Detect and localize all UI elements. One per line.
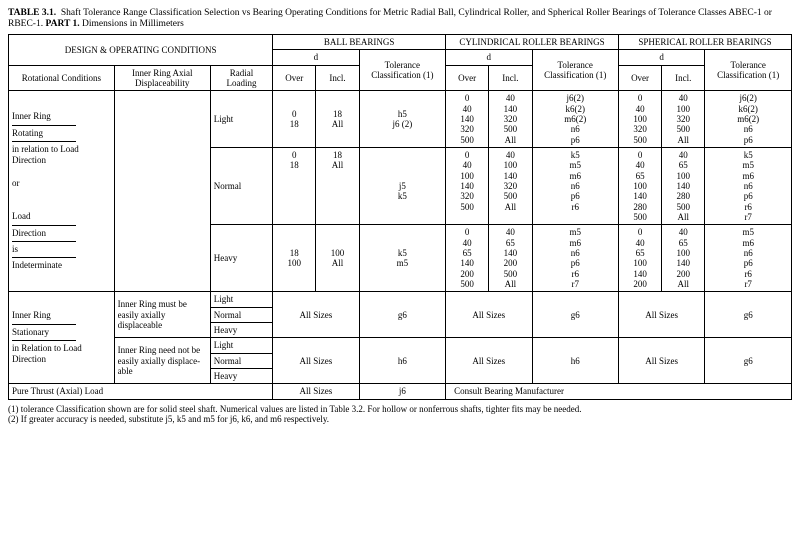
cell: j6(2)k6(2)m6(2)n6p6 — [532, 91, 618, 148]
tolerance-table: DESIGN & OPERATING CONDITIONS BALL BEARI… — [8, 34, 792, 400]
hdr-radial: Radial Loading — [210, 65, 272, 91]
pure-thrust: Pure Thrust (Axial) Load — [9, 384, 273, 399]
allsizes: All Sizes — [618, 292, 704, 338]
cell: 040140320500 — [446, 91, 489, 148]
load-normal: Normal — [210, 353, 272, 368]
tol-h6: h6 — [532, 338, 618, 384]
hdr-incl: Incl. — [662, 65, 705, 91]
tol-g6: g6 — [705, 292, 792, 338]
stationary-cond: Inner RingStationaryin Relation to Load … — [9, 292, 115, 384]
hdr-over: Over — [273, 65, 316, 91]
hdr-tol: Tolerance Classification (1) — [532, 50, 618, 91]
cell: 40100140320500All — [489, 147, 532, 224]
tol-g6: g6 — [532, 292, 618, 338]
load-light: Light — [210, 91, 272, 148]
cell: h5j6 (2) — [359, 91, 445, 148]
cell: j6(2)k6(2)m6(2)n6p6 — [705, 91, 792, 148]
allsizes: All Sizes — [273, 292, 359, 338]
rot-lines: Inner RingRotatingin relation to Load Di… — [12, 111, 111, 271]
hdr-tol: Tolerance Classification (1) — [359, 50, 445, 91]
allsizes: All Sizes — [446, 292, 532, 338]
hdr-d: d — [618, 50, 704, 65]
hdr-d: d — [273, 50, 359, 65]
cell: m5m6n6p6r6r7 — [705, 225, 792, 292]
cell: 4065100140200All — [662, 225, 705, 292]
cell: 04065100140200 — [618, 225, 661, 292]
cell: 40100320500All — [662, 91, 705, 148]
hdr-tol: Tolerance Classification (1) — [705, 50, 792, 91]
tol-h6: h6 — [359, 338, 445, 384]
allsizes: All Sizes — [273, 384, 359, 399]
disp-easy: Inner Ring must be easily axially displa… — [114, 292, 210, 338]
cell: m5m6n6p6r6r7 — [532, 225, 618, 292]
hdr-incl: Incl. — [316, 65, 359, 91]
hdr-rot: Rotational Conditions — [9, 65, 115, 91]
cell: 100All — [316, 225, 359, 292]
load-heavy: Heavy — [210, 369, 272, 384]
title-part: PART 1. — [45, 19, 79, 29]
hdr-over: Over — [446, 65, 489, 91]
cell: 18100 — [273, 225, 316, 292]
tol-g6: g6 — [359, 292, 445, 338]
allsizes: All Sizes — [618, 338, 704, 384]
cell: 4065100140280500All — [662, 147, 705, 224]
cell: k5m5m6n6p6r6r7 — [705, 147, 792, 224]
cell: 18All — [316, 147, 359, 224]
footnote-1: (1) tolerance Classification shown are f… — [8, 404, 792, 414]
cell: 04065100140280500 — [618, 147, 661, 224]
cell: 018 — [273, 91, 316, 148]
load-light: Light — [210, 338, 272, 353]
load-normal: Normal — [210, 147, 272, 224]
cell: k5m5m6n6p6r6 — [532, 147, 618, 224]
cell: 018 — [273, 147, 316, 224]
table-title: TABLE 3.1. Shaft Tolerance Range Classif… — [8, 8, 792, 30]
cell: 04065140200500 — [446, 225, 489, 292]
load-heavy: Heavy — [210, 225, 272, 292]
load-heavy: Heavy — [210, 323, 272, 338]
cell: 40140320500All — [489, 91, 532, 148]
allsizes: All Sizes — [446, 338, 532, 384]
axial-blank — [114, 91, 210, 292]
hdr-over: Over — [618, 65, 661, 91]
stationary-lines: Inner RingStationaryin Relation to Load … — [12, 310, 111, 365]
load-light: Light — [210, 292, 272, 307]
hdr-axial: Inner Ring Axial Displaceability — [114, 65, 210, 91]
cell: k5m5 — [359, 225, 445, 292]
footnotes: (1) tolerance Classification shown are f… — [8, 404, 792, 425]
consult: Consult Bearing Manufacturer — [446, 384, 792, 399]
hdr-d: d — [446, 50, 532, 65]
cell: 18All — [316, 91, 359, 148]
cell: j5k5 — [359, 147, 445, 224]
title-label: TABLE 3.1. — [8, 8, 56, 18]
disp-not-easy: Inner Ring need not be easily axially di… — [114, 338, 210, 384]
tol-j6: j6 — [359, 384, 445, 399]
load-normal: Normal — [210, 307, 272, 322]
hdr-design: DESIGN & OPERATING CONDITIONS — [9, 34, 273, 65]
rot-conditions: Inner RingRotatingin relation to Load Di… — [9, 91, 115, 292]
title-text2: Dimensions in Millimeters — [82, 19, 184, 29]
allsizes: All Sizes — [273, 338, 359, 384]
hdr-sph: SPHERICAL ROLLER BEARINGS — [618, 34, 791, 49]
cell: 4065140200500All — [489, 225, 532, 292]
hdr-cyl: CYLINDRICAL ROLLER BEARINGS — [446, 34, 619, 49]
tol-g6: g6 — [705, 338, 792, 384]
footnote-2: (2) If greater accuracy is needed, subst… — [8, 414, 792, 424]
cell: 040100140320500 — [446, 147, 489, 224]
hdr-incl: Incl. — [489, 65, 532, 91]
hdr-ball: BALL BEARINGS — [273, 34, 446, 49]
cell: 040100320500 — [618, 91, 661, 148]
